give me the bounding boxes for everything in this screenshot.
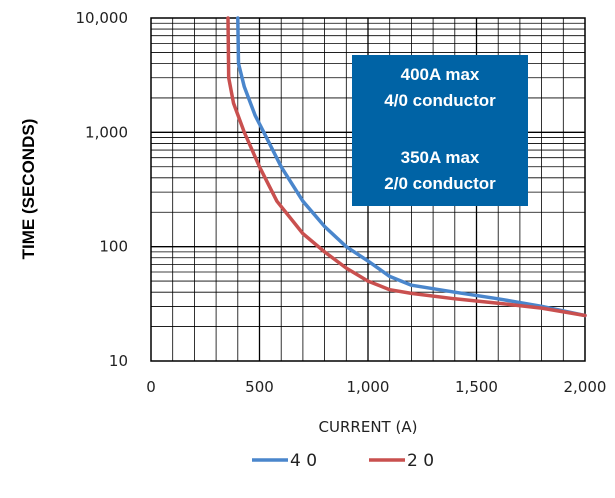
y-tick-label: 10 [109,352,128,370]
series-lines [226,16,587,318]
x-tick-label: 1,000 [347,378,390,396]
x-tick-label: 0 [146,378,156,396]
plot-area-frame [150,17,586,362]
series-line-1 [236,16,587,318]
annotation-line-4: 350A max [401,148,480,167]
legend-label-2: 2 0 [407,451,434,471]
y-axis-title: TIME (SECONDS) [19,119,38,260]
y-axis-tick-labels: 10 100 1,000 10,000 [76,9,129,370]
series-line-2 [226,16,587,318]
legend-label-1: 4 0 [290,451,317,471]
legend: 4 0 2 0 [252,451,434,471]
y-tick-label: 10,000 [76,9,129,27]
x-axis-tick-labels: 0 500 1,000 1,500 2,000 [146,378,606,396]
x-axis-title: CURRENT (A) [319,418,418,436]
annotation-line-1: 400A max [401,65,480,84]
annotation-box: 400A max 4/0 conductor 350A max 2/0 cond… [352,55,528,206]
x-tick-label: 500 [245,378,274,396]
annotation-line-5: 2/0 conductor [384,174,496,193]
x-tick-label: 1,500 [455,378,498,396]
y-tick-label: 100 [99,238,128,256]
x-tick-label: 2,000 [564,378,607,396]
annotation-background [352,55,528,206]
y-tick-label: 1,000 [85,123,128,141]
annotation-line-2: 4/0 conductor [384,91,496,110]
